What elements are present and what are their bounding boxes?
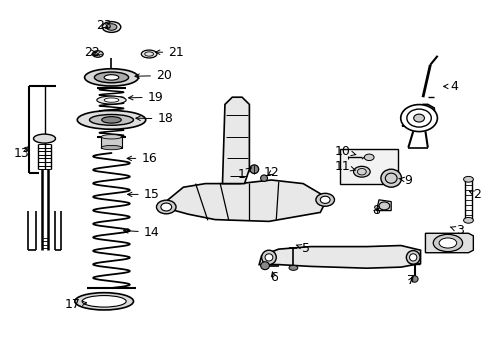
Ellipse shape <box>408 254 416 261</box>
Text: 5: 5 <box>296 242 309 255</box>
Text: 1: 1 <box>238 168 251 181</box>
Ellipse shape <box>400 104 436 131</box>
Ellipse shape <box>104 98 119 102</box>
Polygon shape <box>161 180 327 221</box>
Ellipse shape <box>161 203 171 211</box>
Ellipse shape <box>410 276 417 282</box>
Ellipse shape <box>82 296 126 307</box>
Text: 6: 6 <box>269 271 277 284</box>
Text: 19: 19 <box>128 91 163 104</box>
Ellipse shape <box>288 265 297 270</box>
Text: 10: 10 <box>334 145 355 158</box>
Ellipse shape <box>101 135 122 139</box>
Ellipse shape <box>378 202 389 210</box>
Text: 8: 8 <box>372 204 380 217</box>
Ellipse shape <box>261 250 276 265</box>
Text: 4: 4 <box>443 80 458 93</box>
Text: 12: 12 <box>263 166 279 179</box>
Text: 14: 14 <box>123 226 159 239</box>
Ellipse shape <box>92 51 103 57</box>
Text: 9: 9 <box>398 174 411 186</box>
Bar <box>339 149 397 184</box>
Ellipse shape <box>320 196 329 203</box>
Ellipse shape <box>463 176 472 182</box>
Text: 16: 16 <box>127 152 157 165</box>
Ellipse shape <box>33 134 55 143</box>
Text: 23: 23 <box>96 19 111 32</box>
Ellipse shape <box>156 200 176 214</box>
Ellipse shape <box>432 234 462 252</box>
Polygon shape <box>259 246 420 268</box>
Ellipse shape <box>75 293 133 310</box>
Text: 15: 15 <box>127 188 159 201</box>
Ellipse shape <box>438 238 456 248</box>
Ellipse shape <box>315 193 334 206</box>
Text: 17: 17 <box>64 298 86 311</box>
Ellipse shape <box>264 254 272 261</box>
Ellipse shape <box>97 96 126 104</box>
Ellipse shape <box>102 22 121 32</box>
Ellipse shape <box>77 111 145 129</box>
Ellipse shape <box>413 114 424 122</box>
Text: 2: 2 <box>468 188 480 201</box>
Ellipse shape <box>364 154 373 161</box>
Ellipse shape <box>380 169 401 187</box>
Ellipse shape <box>84 69 138 86</box>
Ellipse shape <box>94 72 128 83</box>
Ellipse shape <box>463 217 472 223</box>
Ellipse shape <box>102 117 121 123</box>
Ellipse shape <box>260 175 267 181</box>
Text: 3: 3 <box>449 224 463 237</box>
Text: 20: 20 <box>135 69 171 82</box>
Ellipse shape <box>89 114 133 125</box>
Ellipse shape <box>101 145 122 150</box>
Ellipse shape <box>106 24 117 30</box>
Text: 11: 11 <box>334 160 355 173</box>
Ellipse shape <box>249 165 258 174</box>
Ellipse shape <box>104 75 119 80</box>
Text: 18: 18 <box>136 112 173 125</box>
Polygon shape <box>222 97 249 184</box>
Text: 7: 7 <box>406 274 414 287</box>
Ellipse shape <box>260 262 269 270</box>
Text: 13: 13 <box>14 147 30 159</box>
Ellipse shape <box>353 166 369 177</box>
Polygon shape <box>376 200 390 211</box>
Polygon shape <box>425 233 472 253</box>
Text: 21: 21 <box>155 46 183 59</box>
Text: 22: 22 <box>84 46 100 59</box>
Ellipse shape <box>141 50 157 58</box>
Bar <box>101 137 122 148</box>
Ellipse shape <box>406 251 419 264</box>
Polygon shape <box>401 104 434 130</box>
